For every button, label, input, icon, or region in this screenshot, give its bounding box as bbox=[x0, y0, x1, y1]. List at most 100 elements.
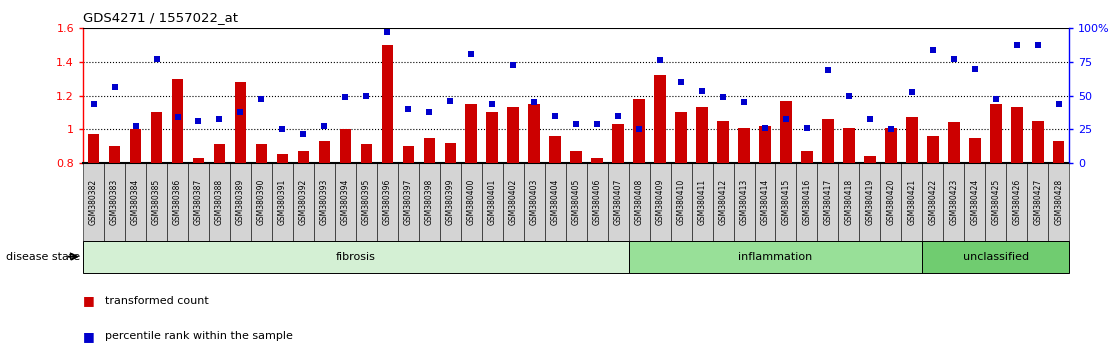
Text: fibrosis: fibrosis bbox=[336, 252, 376, 262]
Bar bbox=[314, 163, 335, 241]
Bar bbox=[377, 163, 398, 241]
Text: GSM380403: GSM380403 bbox=[530, 178, 538, 225]
Text: GSM380404: GSM380404 bbox=[551, 178, 560, 225]
Text: GSM380409: GSM380409 bbox=[656, 178, 665, 225]
Bar bbox=[881, 163, 902, 241]
Text: transformed count: transformed count bbox=[105, 296, 209, 306]
Bar bbox=[755, 163, 776, 241]
Bar bbox=[655, 75, 666, 163]
Bar bbox=[843, 127, 854, 163]
Text: GSM380416: GSM380416 bbox=[802, 179, 811, 225]
Bar bbox=[696, 107, 708, 163]
Bar bbox=[717, 121, 729, 163]
Bar bbox=[738, 127, 750, 163]
Bar bbox=[151, 112, 162, 163]
Text: GSM380401: GSM380401 bbox=[488, 179, 496, 225]
Bar bbox=[235, 82, 246, 163]
Text: GSM380388: GSM380388 bbox=[215, 179, 224, 225]
Bar bbox=[970, 138, 981, 163]
Bar bbox=[586, 163, 607, 241]
Text: GSM380414: GSM380414 bbox=[760, 179, 769, 225]
Text: GSM380395: GSM380395 bbox=[362, 178, 371, 225]
Bar bbox=[423, 138, 435, 163]
Text: GSM380387: GSM380387 bbox=[194, 179, 203, 225]
Text: GSM380384: GSM380384 bbox=[131, 179, 140, 225]
Bar bbox=[675, 112, 687, 163]
Text: GSM380426: GSM380426 bbox=[1013, 179, 1022, 225]
Bar bbox=[319, 141, 330, 163]
Text: GSM380424: GSM380424 bbox=[971, 179, 979, 225]
Text: GSM380382: GSM380382 bbox=[89, 179, 99, 225]
Text: GSM380385: GSM380385 bbox=[152, 179, 161, 225]
Bar bbox=[927, 136, 938, 163]
Bar bbox=[335, 163, 356, 241]
Bar bbox=[797, 163, 818, 241]
Bar bbox=[193, 158, 204, 163]
Text: GSM380411: GSM380411 bbox=[698, 179, 707, 225]
Bar bbox=[146, 163, 167, 241]
Bar bbox=[277, 154, 288, 163]
Text: GSM380417: GSM380417 bbox=[823, 179, 832, 225]
Text: GSM380391: GSM380391 bbox=[278, 179, 287, 225]
Text: GSM380399: GSM380399 bbox=[445, 178, 454, 225]
Bar bbox=[691, 163, 712, 241]
Bar bbox=[486, 112, 497, 163]
Bar bbox=[818, 163, 839, 241]
Bar bbox=[759, 126, 771, 163]
Text: GSM380396: GSM380396 bbox=[383, 178, 392, 225]
Text: GSM380420: GSM380420 bbox=[886, 179, 895, 225]
Bar bbox=[1027, 163, 1048, 241]
Bar bbox=[592, 158, 603, 163]
Bar bbox=[482, 163, 503, 241]
Bar bbox=[209, 163, 230, 241]
Bar bbox=[1053, 141, 1065, 163]
Bar bbox=[339, 129, 351, 163]
Text: inflammation: inflammation bbox=[738, 252, 812, 262]
Text: GSM380427: GSM380427 bbox=[1034, 179, 1043, 225]
Bar bbox=[465, 104, 478, 163]
Bar bbox=[271, 163, 293, 241]
Bar bbox=[293, 163, 314, 241]
Bar bbox=[398, 163, 419, 241]
Bar bbox=[130, 129, 142, 163]
Bar bbox=[440, 163, 461, 241]
Text: GSM380390: GSM380390 bbox=[257, 178, 266, 225]
Bar bbox=[419, 163, 440, 241]
Text: GSM380423: GSM380423 bbox=[950, 179, 958, 225]
Text: GSM380412: GSM380412 bbox=[718, 179, 728, 225]
Bar bbox=[613, 124, 624, 163]
Text: GSM380407: GSM380407 bbox=[614, 178, 623, 225]
Bar bbox=[503, 163, 524, 241]
Bar bbox=[529, 104, 540, 163]
Text: ■: ■ bbox=[83, 295, 95, 307]
Bar bbox=[860, 163, 881, 241]
Text: GSM380398: GSM380398 bbox=[424, 179, 434, 225]
Bar bbox=[256, 144, 267, 163]
Bar bbox=[906, 118, 917, 163]
Text: GSM380400: GSM380400 bbox=[466, 178, 475, 225]
Text: GSM380415: GSM380415 bbox=[781, 179, 790, 225]
Bar bbox=[839, 163, 860, 241]
Bar bbox=[670, 163, 691, 241]
Bar bbox=[801, 151, 813, 163]
Text: GSM380383: GSM380383 bbox=[110, 179, 119, 225]
Text: GSM380406: GSM380406 bbox=[593, 178, 602, 225]
Bar bbox=[991, 104, 1002, 163]
Text: GSM380402: GSM380402 bbox=[509, 179, 517, 225]
Text: disease state: disease state bbox=[6, 252, 80, 262]
Text: GDS4271 / 1557022_at: GDS4271 / 1557022_at bbox=[83, 11, 238, 24]
Text: GSM380413: GSM380413 bbox=[739, 179, 749, 225]
Bar bbox=[83, 241, 628, 273]
Bar bbox=[104, 163, 125, 241]
Bar bbox=[1010, 107, 1023, 163]
Text: GSM380386: GSM380386 bbox=[173, 179, 182, 225]
Text: GSM380421: GSM380421 bbox=[907, 179, 916, 225]
Bar bbox=[1048, 163, 1069, 241]
Bar bbox=[885, 127, 896, 163]
Bar bbox=[864, 156, 875, 163]
Bar bbox=[634, 99, 645, 163]
Text: GSM380389: GSM380389 bbox=[236, 179, 245, 225]
Bar bbox=[230, 163, 250, 241]
Text: GSM380393: GSM380393 bbox=[320, 178, 329, 225]
Text: ■: ■ bbox=[83, 330, 95, 343]
